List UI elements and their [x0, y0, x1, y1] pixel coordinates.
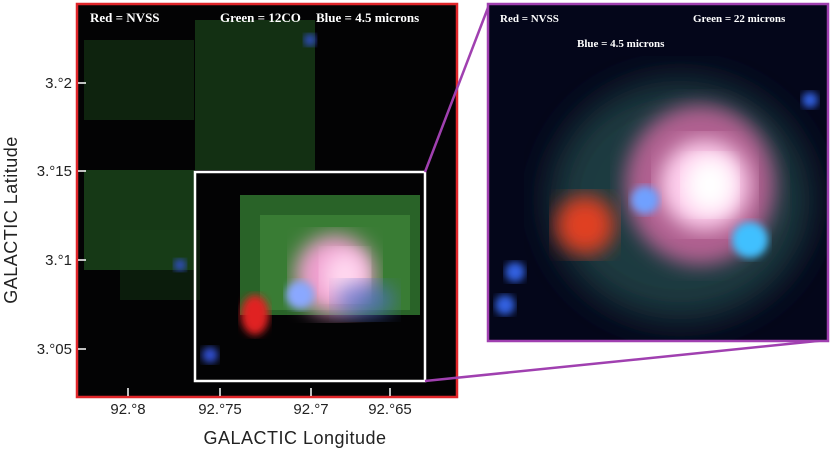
y-axis-label: GALACTIC Latitude — [1, 136, 21, 304]
connector — [424, 338, 828, 383]
legend-text: Red = NVSS — [90, 10, 160, 25]
x-tick-label: 92.°8 — [110, 401, 145, 418]
y-tick-label: 3.°2 — [45, 75, 72, 92]
y-tick-label: 3.°05 — [37, 341, 72, 358]
legend-text: Blue = 4.5 microns — [316, 10, 419, 25]
legend-text: Green = 12CO — [220, 10, 301, 25]
y-tick-label: 3.°15 — [37, 163, 72, 180]
legend-text: Red = NVSS — [500, 13, 559, 25]
left-image — [78, 5, 456, 396]
x-axis-label: GALACTIC Longitude — [203, 428, 386, 448]
ticks: 3.°2 3.°15 3.°1 3.°05 92.°8 92.°75 92.°7 92.°65 — [37, 75, 412, 418]
x-tick-label: 92.°65 — [368, 401, 412, 418]
y-tick-label: 3.°1 — [45, 252, 72, 269]
left-frame — [75, 2, 459, 399]
right-image — [489, 5, 827, 340]
right-frame — [486, 2, 830, 343]
legend-text: Green = 22 microns — [693, 13, 786, 25]
legend-text: Blue = 4.5 microns — [577, 38, 665, 50]
x-tick-label: 92.°75 — [198, 401, 242, 418]
connector — [423, 4, 491, 173]
x-tick-label: 92.°7 — [293, 401, 328, 418]
